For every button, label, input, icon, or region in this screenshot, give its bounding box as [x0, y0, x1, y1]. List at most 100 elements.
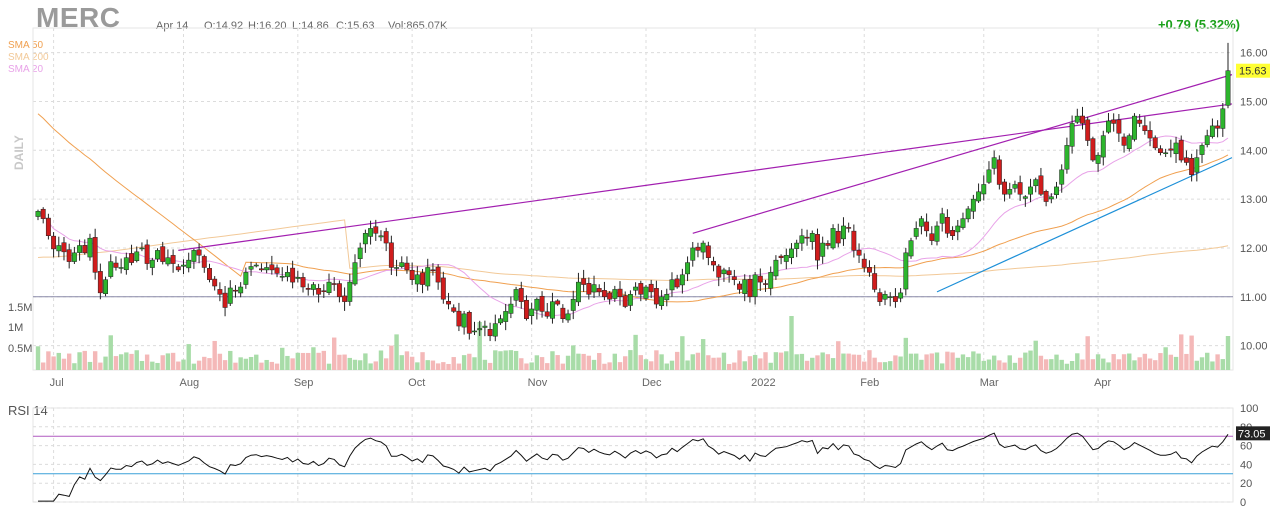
candle-body: [835, 230, 841, 244]
candle-body: [56, 245, 62, 252]
candle-body: [383, 231, 389, 244]
volume-bar: [441, 362, 446, 370]
candle-body: [638, 283, 644, 295]
candle-body: [799, 235, 805, 244]
candle-body: [487, 329, 493, 337]
volume-bar: [155, 362, 160, 370]
volume-bar: [825, 354, 831, 370]
candle-body: [872, 273, 878, 290]
volume-bar: [726, 363, 732, 370]
candle-body: [243, 272, 249, 285]
candle-body: [882, 294, 888, 300]
candle-body: [539, 295, 545, 312]
candle-body: [903, 252, 909, 290]
candle-body: [82, 245, 88, 254]
candle-body: [1080, 115, 1085, 124]
volume-bar: [35, 346, 41, 370]
candle-body: [160, 246, 166, 262]
volume-bar: [306, 352, 311, 370]
candle-body: [149, 259, 155, 268]
volume-bar: [1189, 335, 1194, 370]
candle-body: [258, 268, 264, 271]
candle-body: [1038, 175, 1044, 195]
candle-body: [139, 247, 145, 250]
candle-body: [981, 184, 987, 195]
candle-body: [331, 283, 337, 285]
candle-body: [586, 282, 592, 295]
candle-body: [534, 298, 540, 311]
volume-bar: [576, 353, 581, 370]
candle-body: [877, 292, 883, 302]
volume-bar: [420, 352, 425, 370]
volume-bar: [56, 352, 61, 370]
volume-bar: [794, 354, 799, 370]
candle-body: [466, 311, 472, 334]
candle-body: [399, 262, 405, 267]
volume-bar: [789, 316, 794, 370]
candle-body: [342, 295, 348, 302]
volume-bar: [160, 355, 165, 370]
candle-body: [851, 230, 857, 251]
volume-bar: [508, 350, 514, 370]
volume-bar: [144, 354, 150, 370]
candle-body: [305, 288, 311, 290]
candle-body: [123, 257, 129, 271]
volume-bar: [72, 363, 77, 370]
volume-bar: [51, 356, 56, 370]
volume-bar: [1184, 353, 1189, 370]
candle-body: [1022, 196, 1028, 199]
sma200-line: [37, 219, 1229, 281]
volume-bar: [804, 360, 810, 370]
candle-body: [368, 228, 374, 237]
volume-bar: [565, 355, 571, 370]
volume-bar: [321, 350, 327, 370]
candle-body: [747, 279, 753, 298]
candle-body: [529, 308, 535, 316]
sma50-legend: SMA 50: [8, 40, 44, 51]
volume-bar: [363, 353, 368, 370]
volume-bar: [555, 355, 560, 370]
volume-bar: [243, 358, 249, 370]
candle-body: [295, 276, 301, 279]
month-label: Feb: [860, 377, 879, 389]
candle-body: [92, 237, 98, 273]
candle-body: [861, 258, 867, 268]
volume-bar: [1173, 356, 1179, 370]
candle-body: [352, 262, 358, 285]
upper-trendline: [178, 103, 1233, 251]
rsi-pane-frame: [32, 407, 1234, 503]
volume-bar: [233, 362, 238, 370]
volume-bar: [290, 358, 295, 370]
volume-bar: [862, 361, 867, 370]
candle-body: [763, 283, 768, 285]
volume-bar: [524, 363, 529, 370]
volume-bar: [1080, 359, 1085, 370]
volume-bar: [799, 353, 805, 370]
volume-bar: [1179, 334, 1184, 370]
volume-bar: [1210, 361, 1215, 370]
rsi-tick-label: 60: [1240, 441, 1252, 453]
volume-bar: [674, 351, 680, 370]
candle-body: [97, 271, 103, 294]
candle-body: [321, 290, 327, 292]
volume-bar: [534, 355, 540, 370]
volume-bar: [981, 360, 986, 370]
volume-bar: [103, 356, 108, 370]
candle-body: [201, 256, 207, 268]
rsi-tick-label: 20: [1240, 478, 1252, 490]
candle-body: [103, 279, 109, 294]
volume-bar: [1116, 359, 1122, 370]
volume-bar: [846, 353, 851, 370]
candle-body: [51, 235, 57, 250]
candle-body: [61, 242, 67, 253]
volume-bar: [1012, 362, 1018, 370]
candle-body: [279, 276, 285, 278]
candle-body: [290, 267, 296, 283]
candle-body: [841, 225, 846, 240]
quote-volume: Vol:865.07K: [388, 20, 448, 32]
volume-bar: [763, 352, 768, 370]
volume-bar: [456, 363, 462, 370]
candle-body: [737, 283, 742, 290]
candle-body: [560, 307, 566, 319]
